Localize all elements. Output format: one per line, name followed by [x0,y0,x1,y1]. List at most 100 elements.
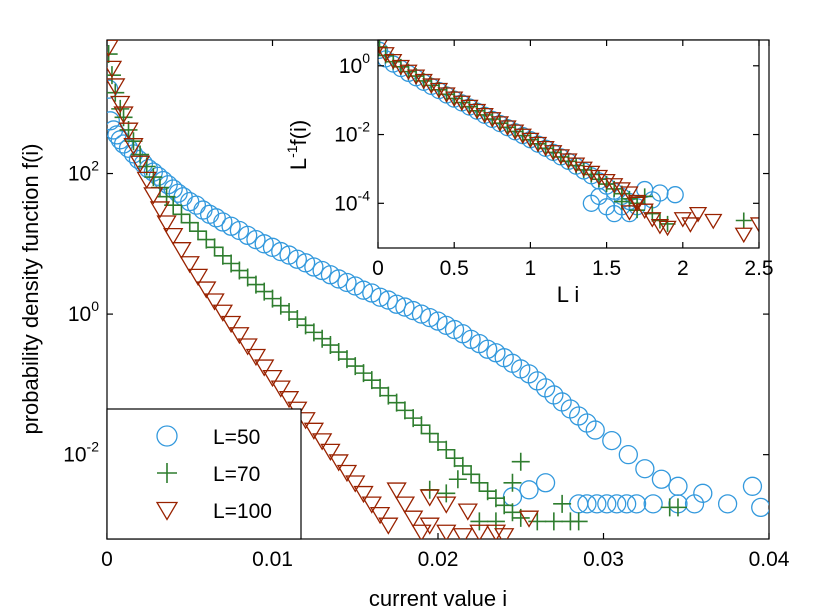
data-point [379,386,398,405]
data-point [552,392,572,412]
legend: L=50 L=70 L=100 [106,408,302,540]
data-point [651,469,672,489]
legend-marker [156,425,178,447]
inset-axis-ticks: 0 0.5 1 1.5 2 2.5 100 10-2 10-4 [334,40,774,280]
data-point [262,369,283,388]
legend-label: L=100 [213,500,272,523]
data-point [478,482,497,501]
data-point [378,517,399,535]
data-point [668,498,687,517]
data-point [618,445,638,465]
data-point [437,440,456,459]
y-tick-label: 100 [339,50,370,78]
y-tick-label: 10-2 [334,119,370,147]
data-point [429,82,449,99]
data-point [681,217,700,233]
data-point [560,399,581,419]
x-tick-label: 0.02 [418,548,459,571]
legend-marker [155,501,179,521]
data-point [612,182,631,198]
data-point [346,357,365,376]
data-point [436,524,457,539]
data-point [658,220,677,237]
data-point [513,128,532,145]
data-point [494,528,515,539]
data-point [566,157,586,173]
data-point [511,452,530,471]
data-point [419,517,440,535]
data-point [212,304,233,322]
data-point [179,256,200,274]
data-point [395,297,415,317]
data-point [107,66,121,85]
data-point [255,282,274,301]
data-point [406,69,426,85]
data-point [518,510,540,528]
data-point [131,145,150,164]
data-point [498,120,517,136]
data-point [448,470,467,489]
data-point [605,178,624,194]
data-point [328,454,349,472]
series-l-50 [107,79,769,518]
data-point [467,103,487,120]
data-point [337,272,357,293]
legend-entry-l-50: L=50 [156,425,260,449]
data-point [643,494,663,514]
data-point [123,138,144,156]
data-point [506,124,525,140]
data-point [420,307,440,328]
data-point [419,489,440,507]
data-point [469,524,490,539]
inset-data-points [378,40,759,244]
data-point [129,155,151,173]
data-point [751,497,769,518]
data-point [569,406,589,426]
data-point [254,359,275,377]
data-point [362,371,381,390]
data-point [196,281,217,299]
data-point [436,496,457,514]
data-point [553,494,572,513]
y-tick-label: 10-2 [63,439,99,467]
x-tick-label: 0.03 [583,548,624,571]
data-point [107,83,125,102]
data-point [495,496,514,515]
data-point [453,456,472,475]
data-point [704,213,723,230]
data-point [503,473,522,492]
data-point [370,287,390,307]
data-point [143,187,164,205]
x-tick-label: 0.04 [749,548,790,571]
x-tick-label: 0 [372,257,384,280]
data-point [650,219,670,235]
data-point [337,350,356,369]
data-point [569,512,588,531]
data-point [582,165,601,182]
data-point [749,217,759,233]
data-point [528,512,547,531]
data-point [280,302,299,321]
data-point [437,87,456,103]
data-point [688,206,708,223]
data-point [528,136,548,153]
data-point [470,473,489,492]
data-point [186,195,207,215]
data-point [429,433,447,452]
data-point [229,327,250,345]
data-point [485,524,507,539]
data-point [386,294,407,314]
data-point [278,391,300,409]
data-point [457,503,478,521]
x-tick-label: 0.5 [440,257,469,280]
data-point [180,191,200,212]
data-point [110,95,131,114]
y-tick-label: 10-4 [334,187,370,215]
data-point [113,106,134,124]
data-point [635,459,655,479]
data-point [445,91,464,107]
data-point [371,378,390,397]
data-point [199,204,220,224]
